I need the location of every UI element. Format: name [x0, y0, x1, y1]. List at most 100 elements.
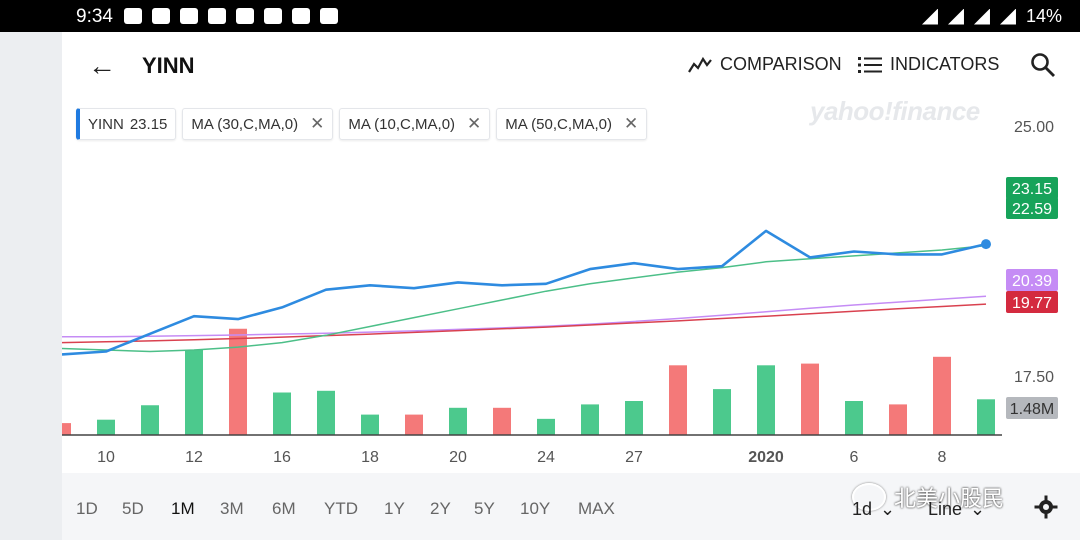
interval-select[interactable]: 1d ⌄: [852, 499, 895, 520]
top-bar: ← YINN COMPARISON INDICATORS: [62, 32, 1080, 96]
last-value-label: 1.48M: [1010, 401, 1054, 418]
legend-chip-ma30[interactable]: MA (30,C,MA,0) ✕: [182, 108, 334, 140]
legend-bar: YINN 23.15 MA (30,C,MA,0) ✕ MA (10,C,MA,…: [76, 108, 648, 140]
chevron-down-icon: ⌄: [880, 499, 896, 519]
y-tick-label: 17.50: [1014, 369, 1054, 386]
page-title: YINN: [142, 53, 195, 78]
mute-icon: [921, 8, 938, 25]
x-tick-label: 20: [449, 449, 467, 466]
notification-icon: [124, 8, 142, 24]
volume-bar: [493, 407, 511, 435]
notification-icon: [292, 8, 310, 24]
x-tick-label: 16: [273, 449, 291, 466]
range-button-5y[interactable]: 5Y: [474, 499, 495, 518]
volume-bar: [801, 363, 819, 435]
chart-type-select[interactable]: Line ⌄: [928, 499, 985, 520]
notification-icon: [208, 8, 226, 24]
signal-icon: [973, 8, 990, 25]
volume-bar: [625, 401, 643, 435]
legend-label: MA (10,C,MA,0): [348, 115, 456, 133]
wechat-icon: [852, 483, 886, 511]
chevron-down-icon: ⌄: [970, 499, 986, 519]
volume-bar: [581, 404, 599, 435]
last-value-label: 19.77: [1012, 295, 1052, 312]
legend-chip-ma50[interactable]: MA (50,C,MA,0) ✕: [496, 108, 648, 140]
comparison-button[interactable]: COMPARISON: [688, 54, 842, 75]
x-tick-label: 2020: [748, 449, 784, 466]
last-value-badge: [1006, 197, 1058, 219]
status-bar: 9:34 14%: [0, 0, 1080, 32]
price-chart[interactable]: 10 12 16 18 20 24 27 2020 6 8 25.00 17.50 23.15 22.59…: [62, 32, 1080, 473]
series-line-ma30: [62, 295, 987, 338]
arrow-left-icon: ←: [88, 50, 116, 81]
y-tick-label: 25.00: [1014, 119, 1054, 136]
status-time: 9:34: [76, 6, 113, 27]
battery-level: 14%: [1025, 6, 1062, 26]
back-button[interactable]: ←: [88, 50, 116, 82]
range-button-max[interactable]: MAX: [578, 499, 615, 518]
battery-icon: [999, 8, 1016, 25]
last-price-point: [981, 239, 991, 250]
volume-bar: [537, 418, 555, 435]
volume-bar: [933, 356, 951, 435]
last-value-label: 20.39: [1012, 273, 1052, 290]
last-value-label: 23.15: [1012, 181, 1052, 198]
volume-bar: [62, 423, 71, 435]
volume-bar: [141, 405, 159, 435]
volume-bar: [713, 389, 731, 435]
last-value-badge: [1006, 291, 1058, 313]
legend-value: 23.15: [129, 115, 168, 133]
search-button[interactable]: [1030, 52, 1056, 83]
x-tick-label: 12: [185, 449, 203, 466]
axis-labels: 10 12 16 18 20 24 27 2020 6 8 25.00 17.50 23.15 22.59…: [97, 119, 1058, 466]
notification-icon: [236, 8, 254, 24]
range-button-1y[interactable]: 1Y: [384, 499, 405, 518]
x-tick-label: 24: [537, 449, 555, 466]
settings-button[interactable]: [1034, 495, 1058, 524]
notification-icon: [264, 8, 282, 24]
close-icon[interactable]: ✕: [624, 114, 639, 133]
range-button-6m[interactable]: 6M: [272, 499, 296, 518]
notification-icons: [124, 8, 338, 24]
series-line-ma10: [62, 244, 987, 353]
indicators-label: INDICATORS: [890, 54, 1000, 74]
volume-bar: [185, 350, 203, 435]
series-line-ma50: [62, 303, 987, 344]
legend-label: MA (50,C,MA,0): [505, 115, 612, 133]
notification-icon: [320, 8, 338, 24]
volume-bar: [669, 365, 687, 435]
legend-chip-ma10[interactable]: MA (10,C,MA,0) ✕: [339, 108, 491, 140]
range-button-5d[interactable]: 5D: [122, 499, 144, 518]
legend-label: YINN: [88, 115, 124, 133]
range-button-1m[interactable]: 1M: [171, 499, 195, 518]
search-icon: [1031, 53, 1055, 77]
close-icon[interactable]: ✕: [467, 114, 482, 133]
series-lines: [62, 229, 991, 356]
range-button-ytd[interactable]: YTD: [324, 499, 358, 518]
range-button-1d[interactable]: 1D: [76, 499, 98, 518]
volume-bar: [449, 407, 467, 435]
x-tick-label: 27: [625, 449, 643, 466]
indicators-button[interactable]: INDICATORS: [858, 54, 999, 75]
volume-bar: [97, 419, 115, 435]
volume-bar: [757, 365, 775, 435]
range-button-3m[interactable]: 3M: [220, 499, 244, 518]
gear-icon: [1034, 495, 1058, 519]
close-icon[interactable]: ✕: [310, 114, 325, 133]
bottom-bar: 1D 5D 1M 3M 6M YTD 1Y 2Y 5Y 10Y MAX 北美小股民 1d ⌄ Lin…: [62, 473, 1080, 540]
volume-bar: [405, 414, 423, 435]
chart-card: ← YINN COMPARISON INDICATORS yahoo!finan…: [62, 32, 1080, 473]
volume-bars: [62, 328, 1002, 436]
legend-chip-price[interactable]: YINN 23.15: [76, 108, 177, 140]
volume-bar: [889, 404, 907, 435]
notification-icon: [180, 8, 198, 24]
notification-icon: [152, 8, 170, 24]
wifi-icon: [947, 8, 964, 25]
chart-type-value: Line: [928, 499, 963, 519]
volume-bar: [845, 401, 863, 435]
volume-bar: [361, 414, 379, 435]
list-icon: [858, 56, 882, 73]
range-button-2y[interactable]: 2Y: [430, 499, 451, 518]
range-button-10y[interactable]: 10Y: [520, 499, 551, 518]
yahoo-finance-watermark: yahoo!finance: [810, 96, 980, 126]
